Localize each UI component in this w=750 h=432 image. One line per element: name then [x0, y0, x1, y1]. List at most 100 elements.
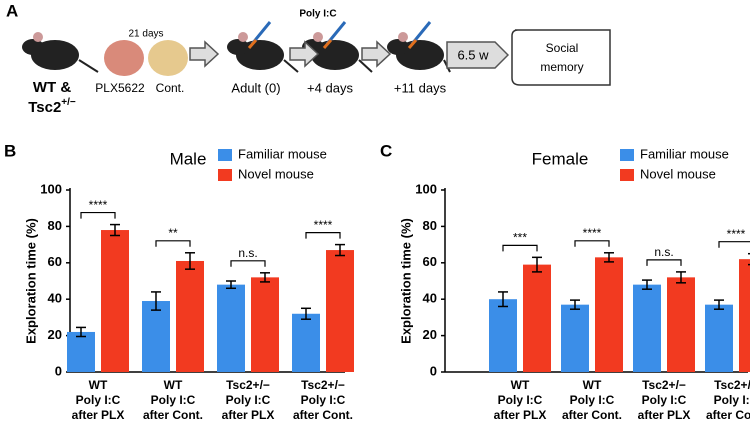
- bar: [67, 331, 95, 372]
- y-tick-label: 80: [48, 218, 62, 233]
- bar: [217, 284, 245, 372]
- x-tick-label: Tsc2+/−: [642, 378, 686, 392]
- bar: [561, 304, 589, 372]
- x-tick-label: after Cont.: [562, 408, 622, 422]
- bar: [595, 257, 623, 372]
- x-tick-label: Tsc2+/−: [301, 378, 345, 392]
- significance-label: ****: [314, 218, 333, 232]
- significance-label: **: [168, 226, 178, 240]
- pellets: [104, 40, 188, 76]
- legend-label: Novel mouse: [640, 166, 716, 181]
- y-axis-label: Exploration time (%): [398, 218, 413, 344]
- test-label: memory: [540, 60, 583, 74]
- duration: 21 days: [128, 29, 163, 40]
- test-label: Social: [546, 41, 579, 55]
- significance-label: n.s.: [238, 246, 257, 260]
- group-label: Tsc2+/−: [28, 97, 76, 116]
- legend-swatch: [218, 169, 232, 181]
- significance-label: ***: [513, 231, 527, 245]
- x-tick-label: Poly I:C: [714, 393, 750, 407]
- y-tick-label: 0: [55, 363, 62, 378]
- bar: [251, 277, 279, 372]
- y-tick-label: 0: [430, 363, 437, 378]
- x-tick-label: after Cont.: [706, 408, 750, 422]
- x-tick-label: WT: [583, 378, 602, 392]
- legend-swatch: [620, 169, 634, 181]
- panel-label: C: [380, 141, 392, 160]
- significance-bracket: [305, 232, 341, 239]
- bar: [667, 277, 695, 372]
- diet-label: PLX5622: [95, 81, 145, 95]
- bar: [489, 299, 517, 372]
- y-tick-label: 40: [48, 291, 62, 306]
- panel-label: A: [6, 1, 18, 20]
- x-tick-label: Poly I:C: [498, 393, 543, 407]
- x-tick-label: Tsc2+/−: [226, 378, 270, 392]
- chart-title: Male: [170, 149, 207, 168]
- time-label: +4 days: [307, 80, 353, 95]
- bar: [101, 230, 129, 372]
- bar: [292, 313, 320, 372]
- x-tick-label: Poly I:C: [76, 393, 121, 407]
- group-label: WT &: [33, 79, 71, 96]
- y-tick-label: 40: [423, 291, 437, 306]
- y-tick-label: 60: [423, 254, 437, 269]
- schematic: A WT & Tsc2+/− 21 days PLX5622 Cont. Pol…: [6, 1, 611, 116]
- legend-label: Familiar mouse: [640, 146, 729, 161]
- bar: [142, 301, 170, 372]
- arrows: [189, 40, 510, 69]
- x-tick-label: after Cont.: [143, 408, 203, 422]
- x-tick-label: after PLX: [222, 408, 275, 422]
- mouse-icon: [22, 32, 451, 73]
- time-label: Adult (0): [231, 80, 280, 95]
- group-base: Tsc2: [28, 99, 61, 116]
- y-tick-label: 20: [423, 327, 437, 342]
- significance-bracket: [718, 241, 750, 248]
- bar: [739, 259, 750, 372]
- significance-label: ****: [583, 226, 602, 240]
- x-tick-label: Poly I:C: [570, 393, 615, 407]
- bar: [176, 260, 204, 372]
- y-tick-label: 20: [48, 327, 62, 342]
- legend-label: Novel mouse: [238, 166, 314, 181]
- memory-scroll: [511, 29, 611, 86]
- x-tick-label: WT: [89, 378, 108, 392]
- y-tick-label: 60: [48, 254, 62, 269]
- significance-bracket: [502, 244, 538, 252]
- significance-bracket: [574, 240, 610, 247]
- x-tick-label: Poly I:C: [301, 393, 346, 407]
- significance-label: ****: [89, 198, 108, 212]
- group-sup: +/−: [61, 97, 76, 108]
- legend-swatch: [620, 149, 634, 161]
- significance-bracket: [155, 240, 191, 247]
- x-tick-label: after PLX: [72, 408, 125, 422]
- bar: [326, 250, 354, 372]
- x-tick-label: Poly I:C: [642, 393, 687, 407]
- x-tick-label: after Cont.: [293, 408, 353, 422]
- legend-label: Familiar mouse: [238, 146, 327, 161]
- significance-bracket: [230, 260, 266, 267]
- injection-label: Poly I:C: [299, 9, 336, 20]
- x-tick-label: Poly I:C: [151, 393, 196, 407]
- legend-swatch: [218, 149, 232, 161]
- x-tick-label: Tsc2+/−: [714, 378, 750, 392]
- bar: [523, 264, 551, 372]
- bar: [705, 304, 733, 372]
- y-tick-label: 100: [415, 181, 437, 196]
- chart-title: Female: [532, 149, 589, 168]
- y-tick-label: 100: [40, 181, 62, 196]
- y-tick-label: 80: [423, 218, 437, 233]
- significance-bracket: [80, 211, 116, 219]
- x-tick-label: WT: [164, 378, 183, 392]
- bar: [633, 284, 661, 372]
- diet-label: Cont.: [156, 81, 185, 95]
- significance-label: ****: [727, 227, 746, 241]
- x-tick-label: Poly I:C: [226, 393, 271, 407]
- syringes: [247, 21, 432, 49]
- x-tick-label: after PLX: [494, 408, 547, 422]
- significance-label: n.s.: [654, 245, 673, 259]
- y-axis-label: Exploration time (%): [23, 218, 38, 344]
- significance-bracket: [646, 259, 682, 266]
- x-tick-label: WT: [511, 378, 530, 392]
